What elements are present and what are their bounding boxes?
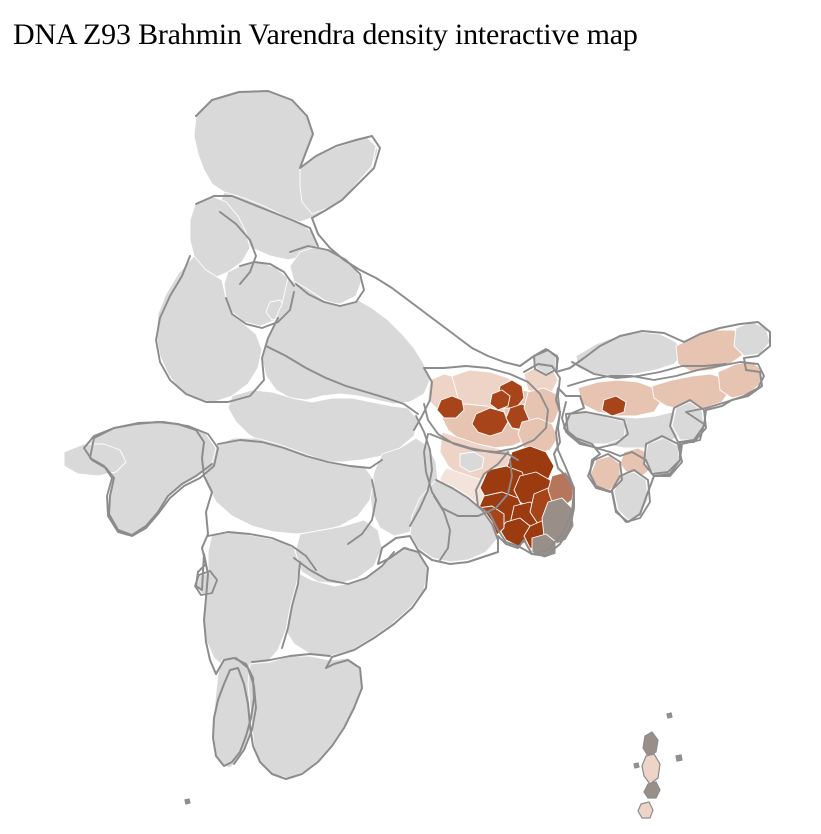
boundary-odisha-outline xyxy=(435,479,499,541)
boundary-haryana-up xyxy=(225,291,295,329)
boundary-up-mp xyxy=(265,345,419,415)
island-south-andaman[interactable] xyxy=(643,781,661,799)
region-bihar-hotspot-central[interactable] xyxy=(471,407,509,437)
boundary-rajasthan-mp xyxy=(155,255,279,403)
boundary-maharashtra-telangana xyxy=(347,479,377,545)
boundary-nagaland xyxy=(669,399,707,443)
region-mizoram[interactable] xyxy=(613,471,649,521)
region-assam-kamrup-hotspot[interactable] xyxy=(601,395,627,417)
island-lakshadweep-dot[interactable] xyxy=(184,798,191,805)
boundary-bihar-jharkhand xyxy=(429,433,519,461)
island-dot-c[interactable] xyxy=(633,762,640,769)
india-coastline xyxy=(83,90,771,780)
boundary-mp-maharashtra xyxy=(217,439,383,469)
region-jharkhand-gray-inset[interactable] xyxy=(459,451,485,473)
boundary-wb-outline xyxy=(475,363,575,555)
region-assam-middle[interactable] xyxy=(651,373,731,411)
island-dot-a[interactable] xyxy=(666,712,673,719)
boundary-manipur xyxy=(643,435,683,477)
boundary-jk-himachal xyxy=(195,195,319,247)
region-bihar-hotspot-west[interactable] xyxy=(436,395,465,419)
region-wb-howrah[interactable] xyxy=(499,517,531,547)
state-boundaries-layer xyxy=(83,90,771,780)
boundary-assam-outline xyxy=(561,361,765,475)
region-gujarat[interactable] xyxy=(83,421,217,535)
region-tamil-nadu[interactable] xyxy=(247,655,363,779)
map-canvas[interactable] xyxy=(0,56,821,834)
boundary-gujarat xyxy=(89,421,219,537)
boundary-mp-chhattisgarh xyxy=(409,415,433,527)
boundary-meghalaya xyxy=(565,411,629,449)
base-districts-layer xyxy=(63,90,771,819)
boundary-sikkim xyxy=(533,348,558,376)
boundary-jharkhand-outline xyxy=(423,433,513,517)
region-bihar-hotspot-small[interactable] xyxy=(489,389,511,411)
boundary-chhattisgarh-odisha xyxy=(433,495,451,561)
boundary-tripura xyxy=(587,453,623,493)
boundary-punjab-haryana xyxy=(239,261,295,287)
island-middle-andaman[interactable] xyxy=(641,753,661,785)
island-dot-b[interactable] xyxy=(675,754,683,762)
boundary-goa xyxy=(194,570,218,596)
boundary-kerala-tamilnadu xyxy=(233,657,257,765)
boundary-mizoram xyxy=(611,469,651,523)
island-north-andaman[interactable] xyxy=(642,731,659,757)
page-title: DNA Z93 Brahmin Varendra density interac… xyxy=(13,18,638,51)
india-choropleth-svg[interactable] xyxy=(0,56,821,834)
boundary-maharashtra-karnataka xyxy=(207,531,317,571)
boundary-karnataka-tamilnadu xyxy=(251,653,331,663)
boundary-karnataka-ap xyxy=(281,561,301,649)
region-punjab[interactable] xyxy=(189,195,251,279)
region-karnataka[interactable] xyxy=(203,531,301,675)
boundary-himachal-punjab xyxy=(219,211,257,285)
boundary-arunachal-south xyxy=(571,361,727,379)
region-assam-upper[interactable] xyxy=(717,361,763,399)
boundary-telangana-ap xyxy=(293,551,395,585)
island-little-andaman[interactable] xyxy=(637,801,654,819)
region-wb-dinajpur[interactable] xyxy=(523,387,561,429)
boundary-uttarakhand xyxy=(289,245,365,307)
